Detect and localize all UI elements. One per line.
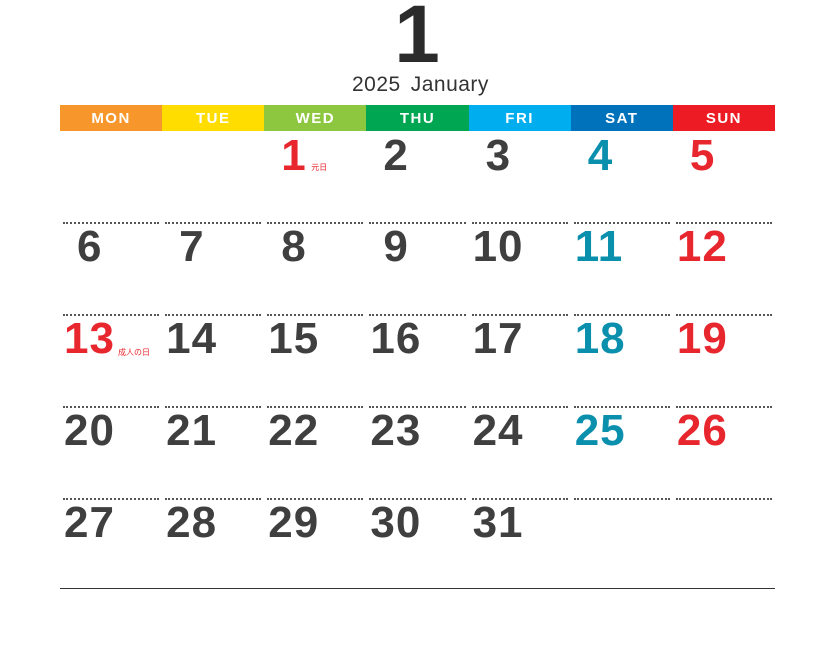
day-number: 19 bbox=[676, 314, 728, 363]
day-cell: 15 bbox=[267, 314, 364, 406]
day-cell: 10 bbox=[471, 222, 568, 314]
weekday-mon: MON bbox=[60, 105, 163, 131]
day-cell: 16 bbox=[369, 314, 466, 406]
day-cell: 2 bbox=[369, 131, 465, 222]
day-cell: 12 bbox=[675, 222, 772, 314]
week-row: 13 成人の日 14 15 16 17 18 19 bbox=[60, 314, 775, 406]
day-cell: 22 bbox=[267, 406, 364, 498]
day-cell: 14 bbox=[165, 314, 262, 406]
day-cell: 28 bbox=[165, 498, 262, 590]
day-number: 14 bbox=[166, 314, 218, 363]
day-cell: 19 bbox=[675, 314, 772, 406]
day-cell: 18 bbox=[573, 314, 670, 406]
day-number: 13 bbox=[64, 314, 115, 363]
weekday-sat: SAT bbox=[570, 105, 673, 131]
week-row: 27 28 29 30 31 bbox=[60, 498, 775, 590]
day-number: 12 bbox=[676, 222, 728, 271]
day-number: 25 bbox=[574, 406, 626, 455]
day-number: 20 bbox=[64, 406, 115, 455]
day-cell: 29 bbox=[267, 498, 364, 590]
day-number: 6 bbox=[77, 222, 103, 271]
day-number: 28 bbox=[166, 498, 218, 547]
day-cell: 31 bbox=[471, 498, 568, 590]
day-number: 22 bbox=[268, 406, 320, 455]
weekday-wed: WED bbox=[264, 105, 367, 131]
bottom-divider bbox=[60, 588, 775, 589]
day-number: 17 bbox=[472, 314, 524, 363]
day-number: 21 bbox=[166, 406, 218, 455]
day-number: 5 bbox=[689, 131, 716, 180]
week-row: 1 元日 2 3 4 5 bbox=[60, 131, 775, 222]
day-cell: 23 bbox=[369, 406, 466, 498]
calendar-grid: 1 元日 2 3 4 5 6 7 8 9 10 11 12 13 成人の日 14 15 16 17 18 19 20 21 2… bbox=[60, 131, 775, 590]
day-number: 10 bbox=[472, 222, 524, 271]
day-cell: 3 bbox=[472, 131, 568, 222]
day-number: 7 bbox=[179, 222, 205, 271]
day-number: 27 bbox=[64, 498, 115, 547]
day-number: 4 bbox=[587, 131, 614, 180]
day-cell bbox=[63, 131, 159, 222]
day-number: 8 bbox=[281, 222, 307, 271]
day-cell: 26 bbox=[675, 406, 772, 498]
weekday-header: MON TUE WED THU FRI SAT SUN bbox=[60, 105, 775, 131]
day-number: 18 bbox=[574, 314, 626, 363]
weekday-tue: TUE bbox=[162, 105, 265, 131]
day-number: 2 bbox=[383, 131, 409, 180]
day-cell: 6 bbox=[63, 222, 160, 314]
day-number: 15 bbox=[268, 314, 320, 363]
day-number: 30 bbox=[370, 498, 422, 547]
weekday-fri: FRI bbox=[468, 105, 571, 131]
week-row: 6 7 8 9 10 11 12 bbox=[60, 222, 775, 314]
day-cell bbox=[675, 498, 772, 590]
year: 2025 bbox=[352, 73, 401, 96]
day-cell: 17 bbox=[471, 314, 568, 406]
day-number: 16 bbox=[370, 314, 422, 363]
day-cell: 7 bbox=[165, 222, 262, 314]
day-cell: 9 bbox=[369, 222, 466, 314]
month-number: 1 bbox=[394, 0, 440, 80]
day-number: 29 bbox=[268, 498, 320, 547]
day-cell: 1 元日 bbox=[267, 131, 363, 222]
weekday-sun: SUN bbox=[672, 105, 775, 131]
week-row: 20 21 22 23 24 25 26 bbox=[60, 406, 775, 498]
day-cell: 11 bbox=[573, 222, 670, 314]
holiday-label: 元日 bbox=[311, 163, 328, 172]
holiday-label: 成人の日 bbox=[118, 348, 150, 357]
day-cell bbox=[573, 498, 670, 590]
day-number: 11 bbox=[574, 222, 624, 271]
day-cell: 13 成人の日 bbox=[63, 314, 160, 406]
day-number: 9 bbox=[383, 222, 409, 271]
day-cell: 20 bbox=[63, 406, 160, 498]
month-name: January bbox=[410, 73, 489, 96]
day-cell: 27 bbox=[63, 498, 160, 590]
day-cell bbox=[165, 131, 261, 222]
day-cell: 4 bbox=[574, 131, 670, 222]
day-cell: 5 bbox=[676, 131, 772, 222]
day-number: 1 bbox=[281, 131, 307, 180]
day-number: 3 bbox=[485, 131, 512, 180]
day-cell: 8 bbox=[267, 222, 364, 314]
day-number: 24 bbox=[472, 406, 524, 455]
day-number: 26 bbox=[676, 406, 728, 455]
day-number: 23 bbox=[370, 406, 422, 455]
month-subtitle: 2025 January bbox=[352, 73, 499, 97]
day-cell: 25 bbox=[573, 406, 670, 498]
day-cell: 21 bbox=[165, 406, 262, 498]
day-cell: 24 bbox=[471, 406, 568, 498]
day-cell: 30 bbox=[369, 498, 466, 590]
day-number: 31 bbox=[472, 498, 524, 547]
weekday-thu: THU bbox=[366, 105, 469, 131]
